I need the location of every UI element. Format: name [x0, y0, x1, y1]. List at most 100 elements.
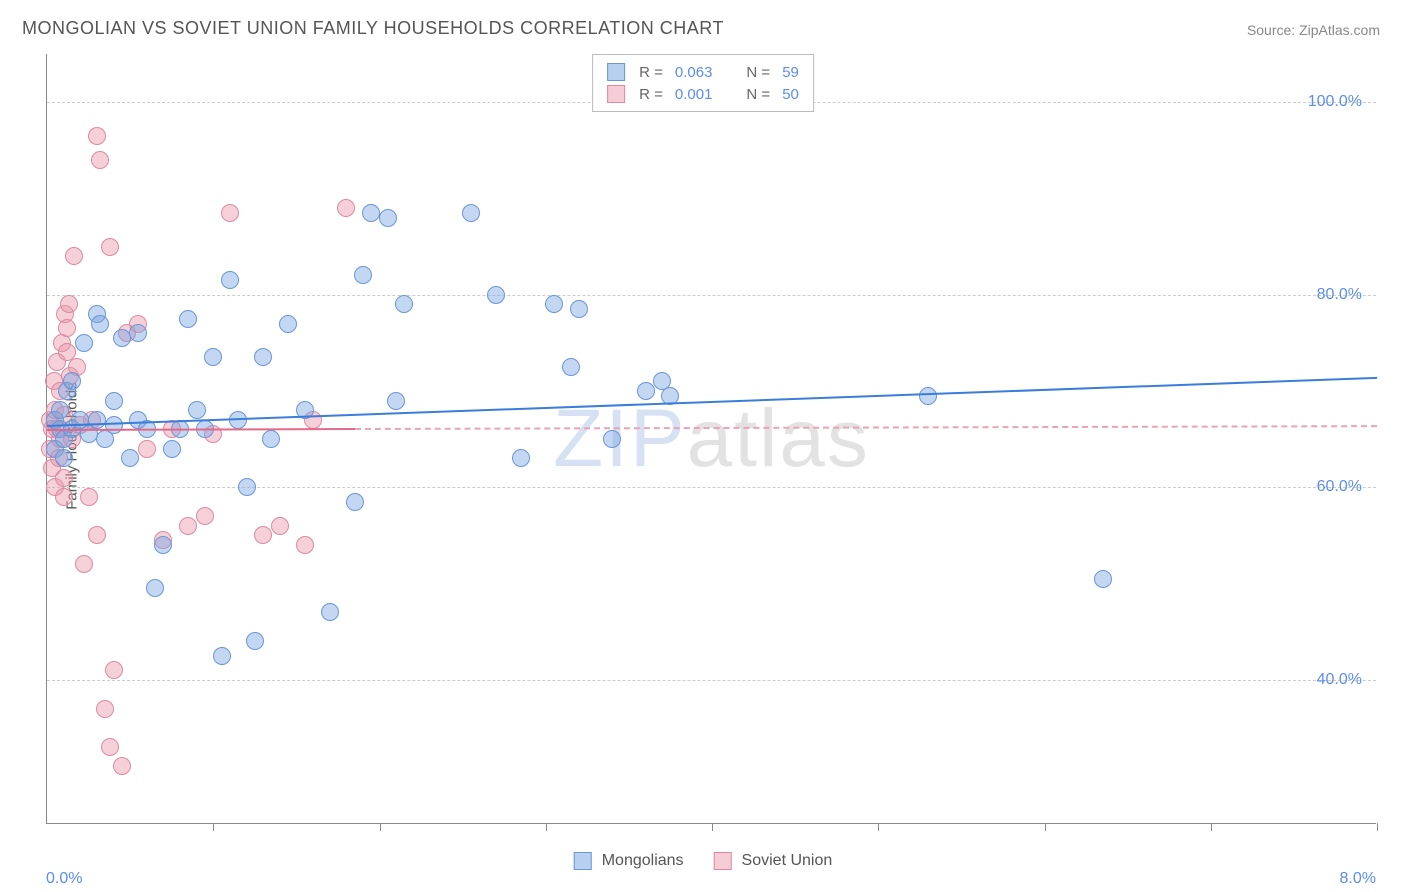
data-point: [91, 315, 109, 333]
data-point: [96, 700, 114, 718]
data-point: [55, 488, 73, 506]
data-point: [238, 478, 256, 496]
x-tick: [213, 823, 214, 831]
data-point: [395, 295, 413, 313]
n-value-mongolians: 59: [782, 64, 799, 81]
data-point: [101, 238, 119, 256]
trend-line: [355, 426, 1377, 431]
gridline: [47, 680, 1376, 681]
data-point: [58, 319, 76, 337]
data-point: [354, 266, 372, 284]
data-point: [221, 204, 239, 222]
data-point: [204, 348, 222, 366]
data-point: [1094, 570, 1112, 588]
data-point: [91, 151, 109, 169]
data-point: [562, 358, 580, 376]
data-point: [179, 310, 197, 328]
swatch-soviet-icon: [607, 85, 625, 103]
data-point: [213, 647, 231, 665]
data-point: [321, 603, 339, 621]
data-point: [188, 401, 206, 419]
data-point: [296, 536, 314, 554]
data-point: [362, 204, 380, 222]
data-point: [113, 757, 131, 775]
data-point: [63, 372, 81, 390]
y-tick-label: 60.0%: [1317, 478, 1362, 496]
data-point: [88, 411, 106, 429]
swatch-soviet-icon: [714, 852, 732, 870]
swatch-mongolians-icon: [607, 63, 625, 81]
n-value-soviet: 50: [782, 86, 799, 103]
data-point: [105, 661, 123, 679]
x-tick: [380, 823, 381, 831]
r-label: R =: [639, 64, 663, 81]
data-point: [65, 247, 83, 265]
data-point: [346, 493, 364, 511]
trend-line: [47, 376, 1377, 426]
data-point: [337, 199, 355, 217]
n-label: N =: [746, 86, 770, 103]
data-point: [246, 632, 264, 650]
data-point: [105, 392, 123, 410]
r-value-mongolians: 0.063: [675, 64, 713, 81]
y-tick-label: 80.0%: [1317, 286, 1362, 304]
x-min-label: 0.0%: [46, 870, 82, 888]
data-point: [163, 440, 181, 458]
data-point: [387, 392, 405, 410]
data-point: [88, 526, 106, 544]
legend-row-mongolians: R = 0.063 N = 59: [607, 61, 799, 83]
n-label: N =: [746, 64, 770, 81]
data-point: [254, 348, 272, 366]
swatch-mongolians-icon: [574, 852, 592, 870]
y-tick-label: 40.0%: [1317, 671, 1362, 689]
data-point: [279, 315, 297, 333]
legend-item-mongolians: Mongolians: [574, 852, 684, 870]
data-point: [154, 536, 172, 554]
r-value-soviet: 0.001: [675, 86, 713, 103]
data-point: [570, 300, 588, 318]
data-point: [379, 209, 397, 227]
legend-series: Mongolians Soviet Union: [574, 852, 833, 870]
gridline: [47, 295, 1376, 296]
data-point: [55, 449, 73, 467]
data-point: [512, 449, 530, 467]
data-point: [179, 517, 197, 535]
data-point: [138, 440, 156, 458]
data-point: [545, 295, 563, 313]
data-point: [221, 271, 239, 289]
data-point: [121, 449, 139, 467]
legend-stats: R = 0.063 N = 59 R = 0.001 N = 50: [592, 54, 814, 112]
legend-row-soviet: R = 0.001 N = 50: [607, 83, 799, 105]
data-point: [55, 469, 73, 487]
data-point: [637, 382, 655, 400]
data-point: [262, 430, 280, 448]
x-tick: [878, 823, 879, 831]
x-tick: [712, 823, 713, 831]
legend-item-soviet: Soviet Union: [714, 852, 833, 870]
data-point: [75, 555, 93, 573]
chart-title: MONGOLIAN VS SOVIET UNION FAMILY HOUSEHO…: [22, 18, 724, 39]
x-max-label: 8.0%: [1340, 870, 1376, 888]
data-point: [919, 387, 937, 405]
y-tick-label: 100.0%: [1308, 93, 1362, 111]
plot-area: ZIPatlas 40.0%60.0%80.0%100.0%: [46, 54, 1376, 824]
data-point: [271, 517, 289, 535]
data-point: [60, 295, 78, 313]
r-label: R =: [639, 86, 663, 103]
data-point: [254, 526, 272, 544]
x-tick: [1045, 823, 1046, 831]
x-tick: [1377, 823, 1378, 831]
data-point: [88, 127, 106, 145]
data-point: [146, 579, 164, 597]
data-point: [101, 738, 119, 756]
source-label: Source: ZipAtlas.com: [1247, 22, 1380, 38]
x-tick: [1211, 823, 1212, 831]
watermark-atlas: atlas: [687, 393, 870, 484]
legend-label-soviet: Soviet Union: [742, 852, 833, 870]
data-point: [487, 286, 505, 304]
legend-label-mongolians: Mongolians: [602, 852, 684, 870]
data-point: [75, 334, 93, 352]
data-point: [80, 488, 98, 506]
data-point: [196, 507, 214, 525]
data-point: [462, 204, 480, 222]
